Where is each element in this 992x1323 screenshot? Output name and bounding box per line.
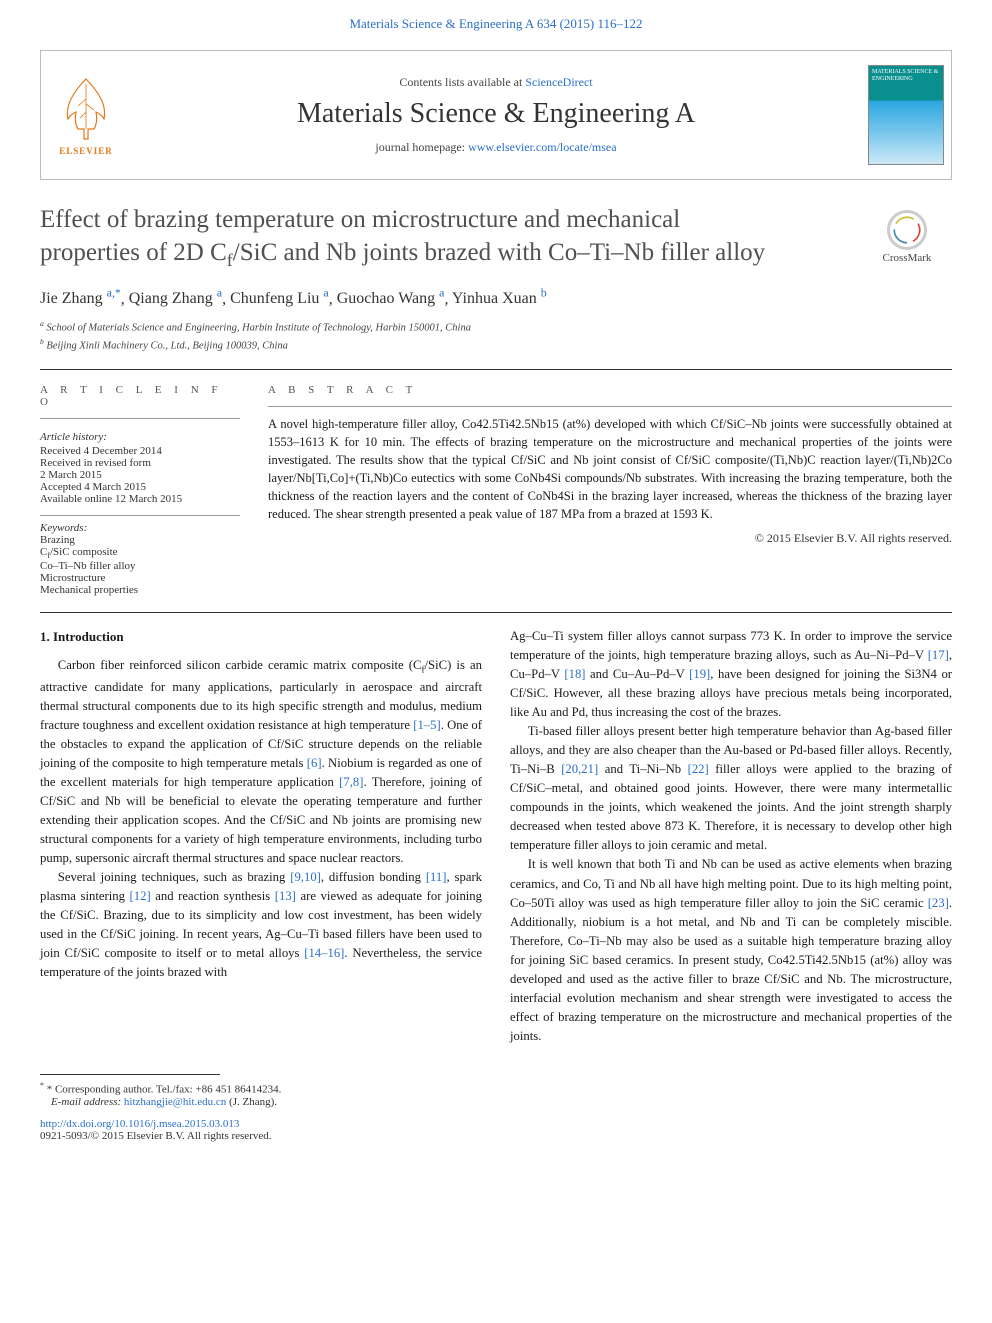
issn-line: 0921-5093/© 2015 Elsevier B.V. All right… [40,1130,952,1142]
author: Guochao Wang a [337,290,445,307]
history-label: Article history: [40,431,240,443]
journal-citation: Materials Science & Engineering A 634 (2… [0,0,992,40]
title-line1: Effect of brazing temperature on microst… [40,206,680,233]
publisher-logo[interactable]: ELSEVIER [41,51,131,179]
doi-link[interactable]: http://dx.doi.org/10.1016/j.msea.2015.03… [40,1118,239,1130]
history-item: Available online 12 March 2015 [40,493,240,505]
keyword: Cf/SiC composite [40,546,240,560]
journal-header-box: ELSEVIER Contents lists available at Sci… [40,50,952,180]
body-columns: 1. Introduction Carbon fiber reinforced … [0,613,992,1066]
crossmark-badge[interactable]: CrossMark [862,210,952,264]
ref-link[interactable]: [7,8] [339,775,363,789]
footnote-rule [40,1074,220,1075]
article-title: Effect of brazing temperature on microst… [40,204,862,272]
paragraph: Carbon fiber reinforced silicon carbide … [40,656,482,868]
affiliations: a School of Materials Science and Engine… [0,318,992,369]
keyword: Mechanical properties [40,584,240,596]
corresponding-author: * * Corresponding author. Tel./fax: +86 … [40,1081,952,1096]
keyword: Microstructure [40,572,240,584]
email-line: E-mail address: hitzhangjie@hit.edu.cn (… [40,1096,952,1108]
column-right: Ag–Cu–Ti system filler alloys cannot sur… [510,627,952,1046]
ref-link[interactable]: [22] [688,762,709,776]
homepage-prefix: journal homepage: [375,140,468,154]
ref-link[interactable]: [20,21] [561,762,598,776]
contents-prefix: Contents lists available at [399,75,525,89]
ref-link[interactable]: [11] [426,870,447,884]
ref-link[interactable]: [17] [928,648,949,662]
abstract-heading: A B S T R A C T [268,384,952,396]
abstract-text: A novel high-temperature filler alloy, C… [268,406,952,524]
ref-link[interactable]: [12] [130,889,151,903]
author: Qiang Zhang a [129,290,222,307]
abstract-copyright: © 2015 Elsevier B.V. All rights reserved… [268,531,952,546]
cover-thumbnail[interactable]: MATERIALS SCIENCE & ENGINEERING [861,51,951,179]
author: Chunfeng Liu a [230,290,329,307]
section-heading: 1. Introduction [40,627,482,647]
homepage-link[interactable]: www.elsevier.com/locate/msea [468,140,617,154]
paragraph: It is well known that both Ti and Nb can… [510,855,952,1045]
column-left: 1. Introduction Carbon fiber reinforced … [40,627,482,1046]
article-info-block: A R T I C L E I N F O Article history: R… [40,384,240,596]
paragraph: Ag–Cu–Ti system filler alloys cannot sur… [510,627,952,722]
cover-image: MATERIALS SCIENCE & ENGINEERING [868,65,944,165]
article-info-heading: A R T I C L E I N F O [40,384,240,408]
header-center: Contents lists available at ScienceDirec… [131,51,861,179]
homepage-line: journal homepage: www.elsevier.com/locat… [375,140,616,155]
affiliation: b Beijing Xinli Machinery Co., Ltd., Bei… [40,336,952,354]
ref-link[interactable]: [19] [689,667,710,681]
paragraph: Ti-based filler alloys present better hi… [510,722,952,855]
abstract-block: A B S T R A C T A novel high-temperature… [268,384,952,596]
ref-link[interactable]: [9,10] [290,870,321,884]
citation-link[interactable]: Materials Science & Engineering A 634 (2… [349,16,642,31]
contents-line: Contents lists available at ScienceDirec… [399,75,592,90]
history-item: 2 March 2015 [40,469,240,481]
keywords-label: Keywords: [40,522,240,534]
footnotes: * * Corresponding author. Tel./fax: +86 … [0,1066,992,1166]
sciencedirect-link[interactable]: ScienceDirect [525,75,592,89]
publisher-name: ELSEVIER [59,146,113,156]
ref-link[interactable]: [1–5] [413,718,440,732]
history-item: Received in revised form [40,457,240,469]
journal-name: Materials Science & Engineering A [297,98,695,130]
paragraph: Several joining techniques, such as braz… [40,868,482,982]
crossmark-label: CrossMark [883,252,932,264]
elsevier-tree-icon [56,74,116,144]
keyword: Brazing [40,534,240,546]
history-item: Received 4 December 2014 [40,445,240,457]
author-list: Jie Zhang a,*, Qiang Zhang a, Chunfeng L… [0,286,992,308]
title-line2-pre: properties of 2D C [40,239,227,266]
keyword: Co–Ti–Nb filler alloy [40,560,240,572]
title-line2-post: /SiC and Nb joints brazed with Co–Ti–Nb … [233,239,765,266]
affiliation: a School of Materials Science and Engine… [40,318,952,336]
crossmark-icon [887,210,927,250]
ref-link[interactable]: [14–16] [304,946,344,960]
ref-link[interactable]: [23] [928,896,949,910]
ref-link[interactable]: [13] [275,889,296,903]
author: Jie Zhang a,* [40,290,121,307]
email-link[interactable]: hitzhangjie@hit.edu.cn [124,1096,226,1108]
ref-link[interactable]: [6] [307,756,322,770]
history-item: Accepted 4 March 2015 [40,481,240,493]
ref-link[interactable]: [18] [564,667,585,681]
author: Yinhua Xuan b [452,290,547,307]
